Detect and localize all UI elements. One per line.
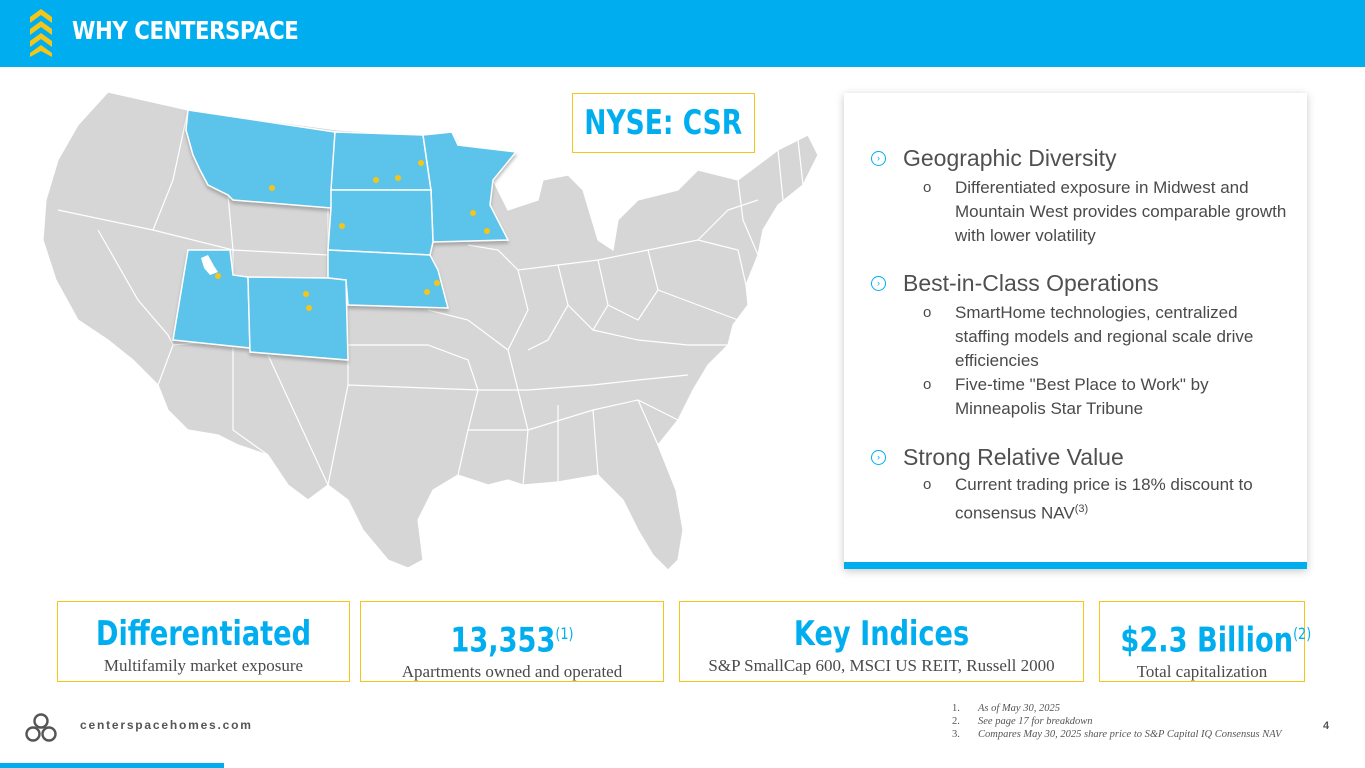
- section-bullet: o Differentiated exposure in Midwest and…: [923, 176, 1290, 248]
- stat-box-differentiated: Differentiated Multifamily market exposu…: [57, 601, 350, 682]
- footnote-ref: (1): [555, 624, 574, 643]
- state-south-dakota: [327, 189, 434, 256]
- market-markers: [215, 160, 490, 311]
- us-portfolio-map: [42, 91, 819, 571]
- market-marker: [373, 177, 379, 183]
- stat-caption: Apartments owned and operated: [401, 662, 623, 682]
- centerspace-chevron-logo-icon: [30, 9, 52, 57]
- state-borders: [57, 109, 804, 486]
- section-bullet: o SmartHome technologies, centralized st…: [923, 301, 1290, 373]
- section-best-in-class-operations: › Best-in-Class Operations o SmartHome t…: [871, 270, 1290, 421]
- market-marker: [484, 228, 490, 234]
- footer-website: centerspacehomes.com: [80, 718, 253, 732]
- stat-box-key-indices: Key Indices S&P SmallCap 600, MSCI US RE…: [679, 601, 1084, 682]
- section-bullet: o Five-time "Best Place to Work" by Minn…: [923, 373, 1290, 421]
- footnote-ref: (3): [1074, 503, 1089, 515]
- chevron-circle-icon: ›: [871, 276, 886, 291]
- ticker-label: NYSE: CSR: [584, 103, 743, 143]
- market-marker: [395, 175, 401, 181]
- hollow-bullet: o: [923, 476, 932, 493]
- stat-value: Differentiated: [95, 614, 312, 654]
- bullet-text: Differentiated exposure in Midwest and M…: [955, 178, 1287, 245]
- market-marker: [215, 273, 221, 279]
- centerspace-footer-logo-icon: [25, 713, 57, 742]
- market-marker: [470, 210, 476, 216]
- stat-caption: Total capitalization: [1136, 662, 1268, 682]
- great-salt-lake: [201, 255, 218, 275]
- ticker-box: NYSE: CSR: [572, 93, 755, 153]
- us-base-landmass: [42, 91, 819, 571]
- section-bullet: o Current trading price is 18% discount …: [923, 473, 1290, 526]
- footnote: 1. As of May 30, 2025: [952, 703, 1060, 714]
- page-number: 4: [1323, 720, 1330, 732]
- stat-value: 13,353: [450, 620, 556, 661]
- section-geographic-diversity: › Geographic Diversity o Differentiated …: [871, 145, 1290, 248]
- market-marker: [424, 289, 430, 295]
- footnote: 3. Compares May 30, 2025 share price to …: [952, 729, 1282, 740]
- bullet-text: Five-time "Best Place to Work" by Minnea…: [955, 375, 1209, 418]
- market-marker: [434, 280, 440, 286]
- footnote-ref: (2): [1293, 624, 1312, 643]
- chevron-circle-icon: ›: [871, 450, 886, 465]
- section-heading: Best-in-Class Operations: [903, 270, 1159, 296]
- chevron-circle-icon: ›: [871, 151, 886, 166]
- header-bar: WHY CENTERSPACE: [0, 0, 1365, 67]
- page-title: WHY CENTERSPACE: [72, 16, 299, 45]
- stat-box-capitalization: $2.3 Billion(2) Total capitalization: [1099, 601, 1311, 682]
- stat-box-apartments: 13,353(1) Apartments owned and operated: [360, 601, 664, 682]
- footer-accent-bar: [0, 763, 224, 768]
- footnotes: 1. As of May 30, 2025 2. See page 17 for…: [952, 702, 1322, 741]
- footnote: 2. See page 17 for breakdown: [952, 716, 1093, 727]
- market-marker: [303, 291, 309, 297]
- market-marker: [418, 160, 424, 166]
- section-heading: Strong Relative Value: [903, 444, 1124, 470]
- section-strong-relative-value: › Strong Relative Value o Current tradin…: [871, 444, 1290, 526]
- market-marker: [339, 223, 345, 229]
- hollow-bullet: o: [923, 376, 932, 393]
- highlights-panel: › Geographic Diversity o Differentiated …: [844, 93, 1307, 569]
- state-north-dakota: [330, 131, 432, 191]
- stat-value: Key Indices: [793, 614, 970, 654]
- bullet-text: SmartHome technologies, centralized staf…: [955, 303, 1254, 370]
- section-heading: Geographic Diversity: [903, 145, 1117, 171]
- highlighted-states: [172, 109, 518, 361]
- market-marker: [306, 305, 312, 311]
- bullet-text: Current trading price is 18% discount to…: [955, 475, 1253, 523]
- state-colorado: [247, 276, 349, 361]
- stat-caption: S&P SmallCap 600, MSCI US REIT, Russell …: [708, 656, 1055, 675]
- hollow-bullet: o: [923, 304, 932, 321]
- market-marker: [269, 185, 275, 191]
- hollow-bullet: o: [923, 179, 932, 196]
- stat-value: $2.3 Billion: [1120, 620, 1294, 661]
- stat-caption: Multifamily market exposure: [103, 656, 304, 675]
